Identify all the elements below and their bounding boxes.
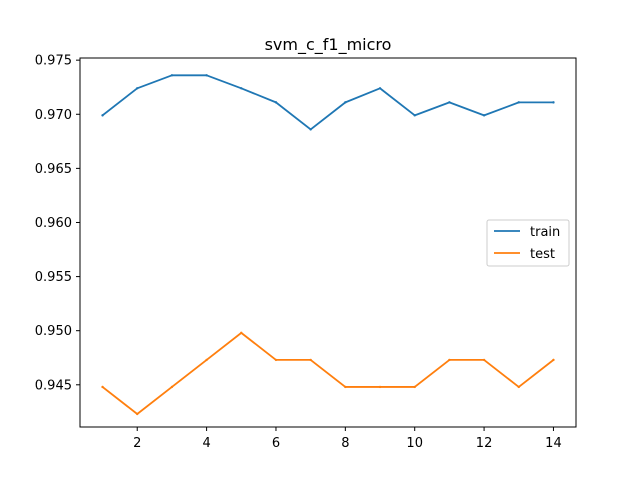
data-point-test-11 xyxy=(448,358,451,362)
data-point-train-6 xyxy=(274,101,278,104)
data-point-test-9 xyxy=(378,385,382,389)
data-point-test-7 xyxy=(309,358,312,362)
axes: 2 4 6 8 10 12 14 0.945 0.950 0.955 0.960 0.965 0.970… xyxy=(35,54,577,451)
data-point-test-4 xyxy=(205,358,208,362)
data-point-train-11 xyxy=(448,101,451,104)
data-point-train-8 xyxy=(344,101,347,104)
legend-label-train: train xyxy=(530,225,560,240)
data-point-train-10 xyxy=(413,114,416,117)
data-point-train-14 xyxy=(552,101,555,104)
data-point-train-13 xyxy=(517,101,520,104)
data-point-train-5 xyxy=(240,87,243,90)
x-tick-label-6: 6 xyxy=(272,436,280,451)
series-line-train xyxy=(101,74,555,131)
legend: train test xyxy=(486,219,570,267)
legend-label-test: test xyxy=(530,247,555,262)
data-point-train-4 xyxy=(205,74,208,77)
data-point-test-14 xyxy=(552,358,555,362)
plot-area xyxy=(101,74,555,416)
y-tick-label-0.97: 0.970 xyxy=(35,108,72,123)
y-tick-label-0.96: 0.960 xyxy=(35,216,72,231)
data-point-test-12 xyxy=(482,358,486,362)
series-line-test xyxy=(101,331,555,415)
x-tick-label-2: 2 xyxy=(133,436,141,451)
x-tick-label-4: 4 xyxy=(202,436,210,451)
data-point-test-6 xyxy=(274,358,278,362)
data-point-test-3 xyxy=(170,385,174,389)
data-point-train-1 xyxy=(101,114,104,117)
data-point-test-1 xyxy=(101,385,104,389)
plot-frame xyxy=(79,57,577,428)
y-tick-label-0.95: 0.950 xyxy=(35,324,72,339)
y-tick-label-0.965: 0.965 xyxy=(35,162,72,177)
data-point-train-9 xyxy=(378,87,382,90)
y-tick-label-0.975: 0.975 xyxy=(35,54,72,69)
data-point-test-13 xyxy=(517,385,520,389)
x-tick-label-12: 12 xyxy=(476,436,493,451)
data-point-train-12 xyxy=(482,114,486,117)
data-point-test-5 xyxy=(240,331,243,335)
y-tick-label-0.945: 0.945 xyxy=(35,378,72,393)
x-tick-label-14: 14 xyxy=(545,436,562,451)
x-tick-label-10: 10 xyxy=(406,436,423,451)
data-point-test-10 xyxy=(413,385,416,389)
data-point-train-7 xyxy=(309,128,312,131)
data-point-train-2 xyxy=(136,87,139,90)
x-tick-label-8: 8 xyxy=(341,436,349,451)
data-point-train-3 xyxy=(170,74,174,77)
data-point-test-8 xyxy=(344,385,347,389)
y-tick-label-0.955: 0.955 xyxy=(35,270,72,285)
data-point-test-2 xyxy=(136,412,139,416)
chart-title: svm_c_f1_micro xyxy=(265,35,392,55)
